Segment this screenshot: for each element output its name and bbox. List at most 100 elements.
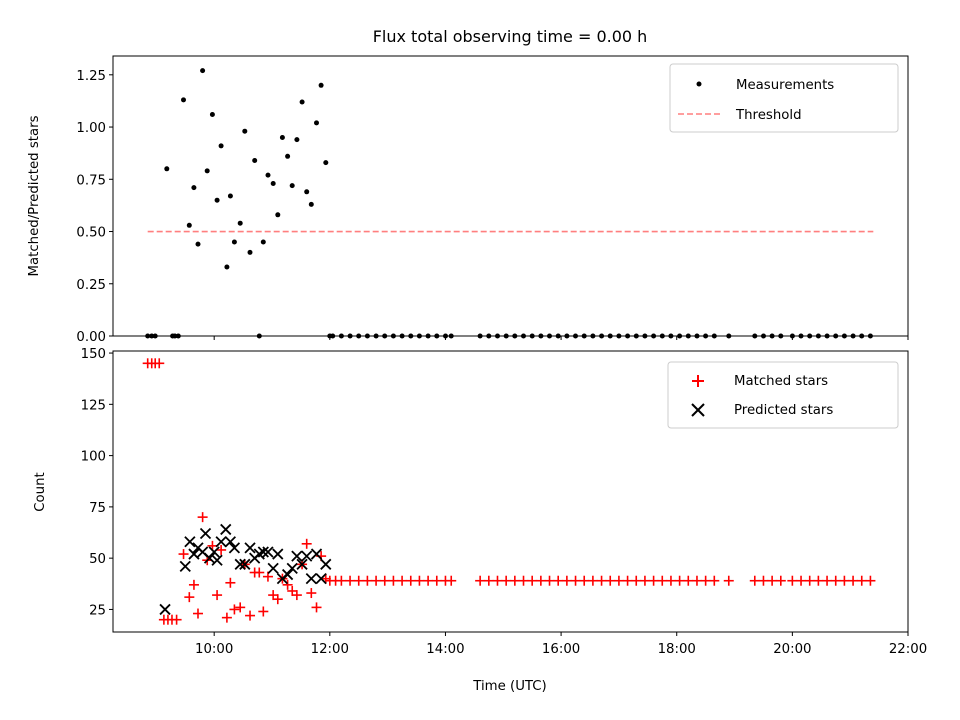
predicted-star-point bbox=[281, 568, 294, 581]
measurement-point bbox=[247, 249, 253, 255]
measurement-point bbox=[242, 128, 248, 134]
measurement-point bbox=[209, 112, 215, 117]
matched-star-point bbox=[446, 575, 457, 586]
predicted-star-point bbox=[291, 550, 303, 562]
matched-star-point bbox=[723, 575, 734, 586]
matched-star-point bbox=[796, 575, 807, 586]
matched-star-point bbox=[613, 575, 624, 586]
bottom-y-tick-label: 125 bbox=[81, 398, 106, 413]
predicted-star-point bbox=[215, 536, 227, 548]
matched-star-point bbox=[822, 575, 833, 586]
predicted-star-point bbox=[320, 558, 332, 570]
predicted-star-point bbox=[184, 536, 196, 548]
measurement-point bbox=[252, 158, 258, 163]
measurement-point bbox=[314, 120, 319, 126]
matched-star-point bbox=[648, 575, 659, 586]
predicted-star-point bbox=[208, 546, 220, 558]
top-x-ticks bbox=[213, 336, 909, 340]
matched-star-point bbox=[544, 575, 555, 586]
measurement-point bbox=[200, 68, 206, 74]
matched-star-point bbox=[561, 575, 572, 586]
top-y-axis-label: Matched/Predicted stars bbox=[27, 115, 42, 276]
matched-star-point bbox=[535, 575, 546, 586]
matched-star-point bbox=[221, 612, 232, 623]
bottom-x-axis: 10:00 12:00 14:00 16:00 18:00 20:00 22:00 bbox=[195, 632, 927, 657]
top-y-tick-label: 1.25 bbox=[76, 69, 106, 84]
top-legend-box bbox=[669, 63, 899, 133]
measurement-point bbox=[294, 137, 300, 143]
bottom-panel: 25 50 75 100 125 150 10:00 12:00 14:00 16:00 18:0… bbox=[33, 347, 927, 694]
matched-star-point bbox=[171, 614, 182, 625]
predicted-star-point bbox=[272, 548, 284, 560]
matched-star-point bbox=[212, 590, 223, 601]
bottom-y-axis-label: Count bbox=[33, 472, 48, 512]
bottom-x-tick-label: 16:00 bbox=[542, 642, 580, 657]
matched-star-point bbox=[631, 575, 642, 586]
matched-star-point bbox=[345, 575, 356, 586]
top-y-tick-label: 0.50 bbox=[76, 226, 106, 241]
legend-predicted-marker bbox=[691, 403, 705, 417]
predicted-star-point bbox=[244, 542, 256, 554]
bottom-x-tick-label: 14:00 bbox=[426, 642, 464, 657]
bottom-axes-frame bbox=[112, 350, 909, 633]
top-legend: Measurements Threshold bbox=[669, 63, 899, 133]
matched-star-point bbox=[154, 358, 165, 369]
measurement-point bbox=[237, 220, 243, 226]
matched-star-point bbox=[749, 575, 760, 586]
matched-star-point bbox=[639, 575, 650, 586]
matched-star-point bbox=[371, 575, 382, 586]
matched-star-point bbox=[787, 575, 798, 586]
matched-star-point bbox=[272, 594, 283, 605]
measurement-point bbox=[260, 239, 266, 245]
matched-star-point bbox=[397, 575, 408, 586]
top-panel: Flux total observing time = 0.00 h 0.000… bbox=[27, 27, 909, 345]
predicted-star-point bbox=[211, 554, 223, 566]
matched-star-point bbox=[758, 575, 769, 586]
predicted-star-point bbox=[188, 548, 200, 560]
bottom-y-axis: 25 50 75 100 125 150 bbox=[81, 347, 113, 618]
top-y-tick-label: 1.00 bbox=[76, 121, 106, 136]
matched-star-point bbox=[184, 592, 195, 603]
matched-star-point bbox=[813, 575, 824, 586]
matched-star-point bbox=[775, 575, 786, 586]
measurement-point bbox=[224, 264, 230, 270]
measurement-point bbox=[299, 99, 305, 105]
bottom-legend: Matched stars Predicted stars bbox=[667, 361, 899, 429]
matched-star-point bbox=[192, 608, 203, 619]
measurement-point bbox=[181, 97, 186, 103]
bottom-x-tick-label: 12:00 bbox=[311, 642, 349, 657]
matched-star-point bbox=[492, 575, 503, 586]
bottom-y-tick-label: 150 bbox=[81, 347, 106, 362]
matched-star-point bbox=[700, 575, 711, 586]
matched-star-point bbox=[336, 575, 347, 586]
matched-star-point bbox=[767, 575, 778, 586]
bottom-plot-area bbox=[142, 358, 876, 625]
measurement-point bbox=[304, 189, 310, 195]
matched-star-point bbox=[709, 575, 720, 586]
matched-star-point bbox=[379, 575, 390, 586]
legend-measurements-marker bbox=[696, 81, 702, 87]
measurement-point bbox=[308, 201, 314, 207]
matched-star-point bbox=[197, 512, 208, 523]
matched-star-point bbox=[683, 575, 694, 586]
predicted-star-point bbox=[262, 546, 274, 558]
matched-star-point bbox=[414, 575, 425, 586]
measurement-point bbox=[279, 135, 285, 140]
predicted-star-point bbox=[257, 546, 269, 558]
legend-matched-label: Matched stars bbox=[734, 374, 828, 389]
matched-star-point bbox=[405, 575, 416, 586]
legend-measurements-label: Measurements bbox=[736, 78, 834, 93]
matched-star-point bbox=[865, 575, 876, 586]
bottom-x-axis-label: Time (UTC) bbox=[472, 679, 547, 694]
predicted-star-point bbox=[199, 527, 212, 540]
predicted-star-point bbox=[296, 558, 308, 570]
measurement-point bbox=[265, 172, 271, 178]
matched-star-point bbox=[229, 604, 240, 615]
matched-star-point bbox=[353, 575, 364, 586]
matched-star-point bbox=[856, 575, 867, 586]
matched-star-point bbox=[258, 606, 269, 617]
predicted-star-point bbox=[234, 558, 246, 570]
top-axes-frame bbox=[112, 55, 909, 337]
matched-star-point bbox=[301, 538, 312, 549]
matched-star-point bbox=[804, 575, 815, 586]
